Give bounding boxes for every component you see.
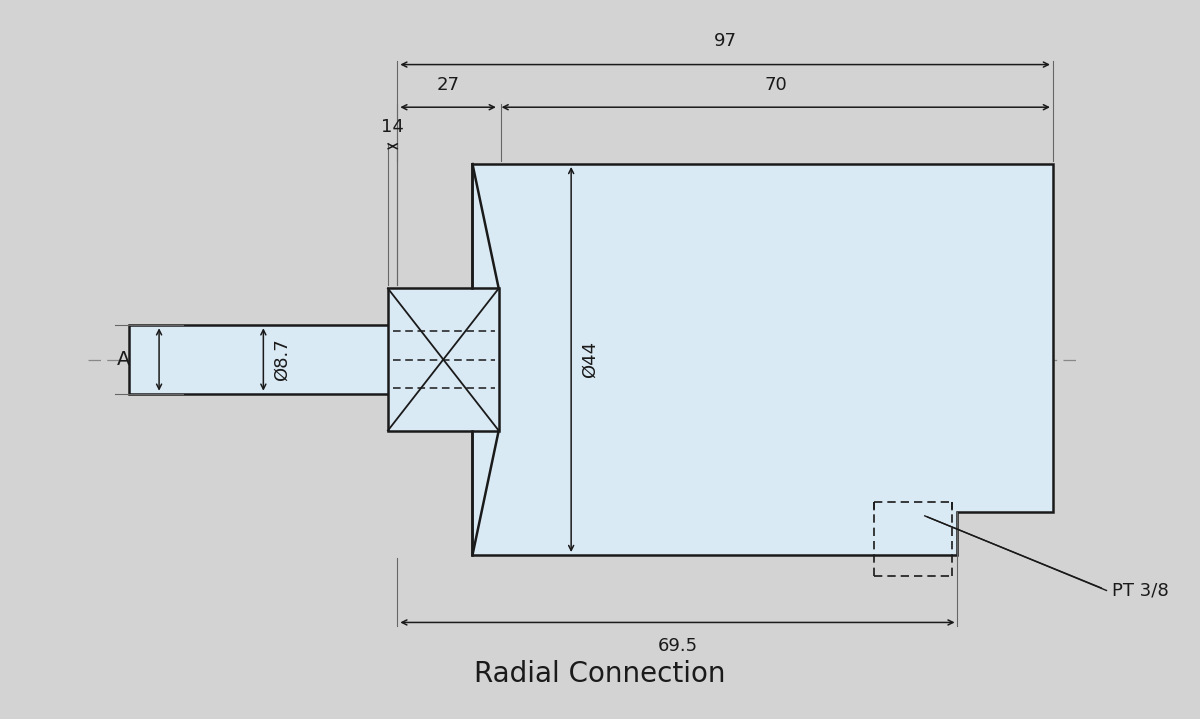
Text: PT 3/8: PT 3/8 xyxy=(1112,582,1169,600)
Text: 69.5: 69.5 xyxy=(658,636,697,655)
Bar xyxy=(388,288,499,431)
Text: Radial Connection: Radial Connection xyxy=(474,659,726,687)
Text: A: A xyxy=(116,350,130,369)
Bar xyxy=(130,326,397,393)
Text: Ø44: Ø44 xyxy=(581,341,599,378)
Text: 27: 27 xyxy=(437,76,460,94)
Text: Ø8.7: Ø8.7 xyxy=(272,338,290,381)
Text: 14: 14 xyxy=(382,118,404,136)
Text: 97: 97 xyxy=(714,32,737,50)
Text: 70: 70 xyxy=(764,76,787,94)
Polygon shape xyxy=(473,164,1052,555)
